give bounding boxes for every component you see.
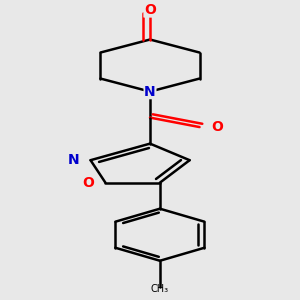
Text: O: O xyxy=(144,3,156,17)
Text: N: N xyxy=(144,85,156,99)
Text: CH₃: CH₃ xyxy=(151,284,169,294)
Text: O: O xyxy=(82,176,94,190)
Text: O: O xyxy=(211,120,223,134)
Text: N: N xyxy=(68,153,79,167)
